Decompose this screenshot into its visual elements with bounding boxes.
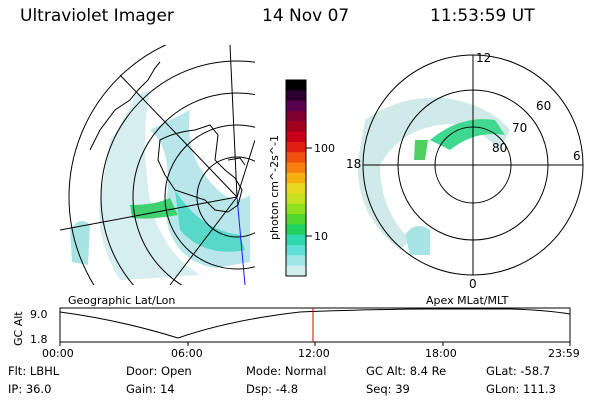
colorbar-swatch: [286, 162, 306, 174]
timeline-ytick-1: 1.8: [30, 333, 48, 346]
emission-region: [70, 221, 90, 265]
colorbar-swatch: [286, 152, 306, 164]
footer-dsp: Dsp: -4.8: [246, 382, 299, 396]
colorbar-swatch: [286, 80, 306, 91]
colorbar-swatch: [286, 265, 306, 277]
colorbar-swatch: [286, 110, 306, 122]
footer-door: Door: Open: [126, 364, 192, 378]
timeline-ytick-9: 9.0: [30, 308, 48, 321]
mlat-label-70: 70: [512, 121, 527, 135]
altitude-curve: [59, 308, 571, 339]
colorbar-tick-100: 100: [314, 142, 335, 155]
colorbar-swatch: [286, 172, 306, 184]
colorbar-swatch: [286, 234, 306, 246]
colorbar-swatch: [286, 90, 306, 102]
emission-region: [430, 119, 505, 150]
mlt-label-12: 12: [476, 51, 491, 65]
emission-region: [357, 97, 510, 250]
colorbar-swatch: [286, 203, 306, 215]
emission-region: [150, 110, 250, 268]
left-panel-caption: Geographic Lat/Lon: [68, 294, 176, 307]
colorbar-swatch: [286, 245, 306, 256]
timeline-xtick-1200: 12:00: [298, 347, 330, 360]
timeline-xtick-2359: 23:59: [548, 347, 580, 360]
footer-gain: Gain: 14: [126, 382, 175, 396]
footer-mode: Mode: Normal: [246, 364, 327, 378]
colorbar-swatch: [286, 183, 306, 194]
colorbar-swatch: [286, 193, 306, 205]
footer-ip: IP: 36.0: [8, 382, 52, 396]
emission-region: [414, 140, 428, 160]
image-time: 11:53:59 UT: [430, 6, 535, 26]
colorbar-swatch: [286, 121, 306, 133]
colorbar-tick-10: 10: [314, 230, 328, 243]
coastline: [89, 61, 161, 151]
timeline-axis-label: GC Alt: [12, 311, 25, 346]
image-date: 14 Nov 07: [262, 6, 350, 26]
coastline: [227, 157, 246, 166]
colorbar-swatch: [286, 100, 306, 112]
emission-region: [130, 198, 178, 219]
timeline-xtick-1800: 18:00: [425, 347, 457, 360]
mlat-label-80: 80: [492, 141, 507, 155]
emission-region: [405, 226, 430, 255]
footer-flt: Flt: LBHL: [8, 364, 60, 378]
mlt-label-6: 6: [573, 149, 581, 163]
mlat-label-60: 60: [536, 99, 551, 113]
emission-region: [99, 90, 200, 280]
colorbar-swatch: [286, 141, 306, 153]
colorbar-swatch: [286, 224, 306, 236]
image-title: Ultraviolet Imager: [20, 6, 174, 26]
mlt-label-0: 0: [469, 277, 477, 291]
mlt-label-18: 18: [346, 157, 361, 171]
footer-seq: Seq: 39: [366, 382, 410, 396]
footer-glat: GLat: -58.7: [486, 364, 551, 378]
timeline-xtick-0000: 00:00: [42, 347, 74, 360]
colorbar-swatch: [286, 214, 306, 225]
footer-glon: GLon: 111.3: [486, 382, 556, 396]
footer-gc-alt: GC Alt: 8.4 Re: [366, 364, 447, 378]
timeline-xtick-0600: 06:00: [171, 347, 203, 360]
right-panel-caption: Apex MLat/MLT: [426, 294, 509, 307]
colorbar-swatch: [286, 131, 306, 143]
coastline: [157, 124, 243, 213]
colorbar-swatch: [286, 255, 306, 267]
colorbar-unit-label: photon cm^-2s^-1: [268, 135, 281, 240]
